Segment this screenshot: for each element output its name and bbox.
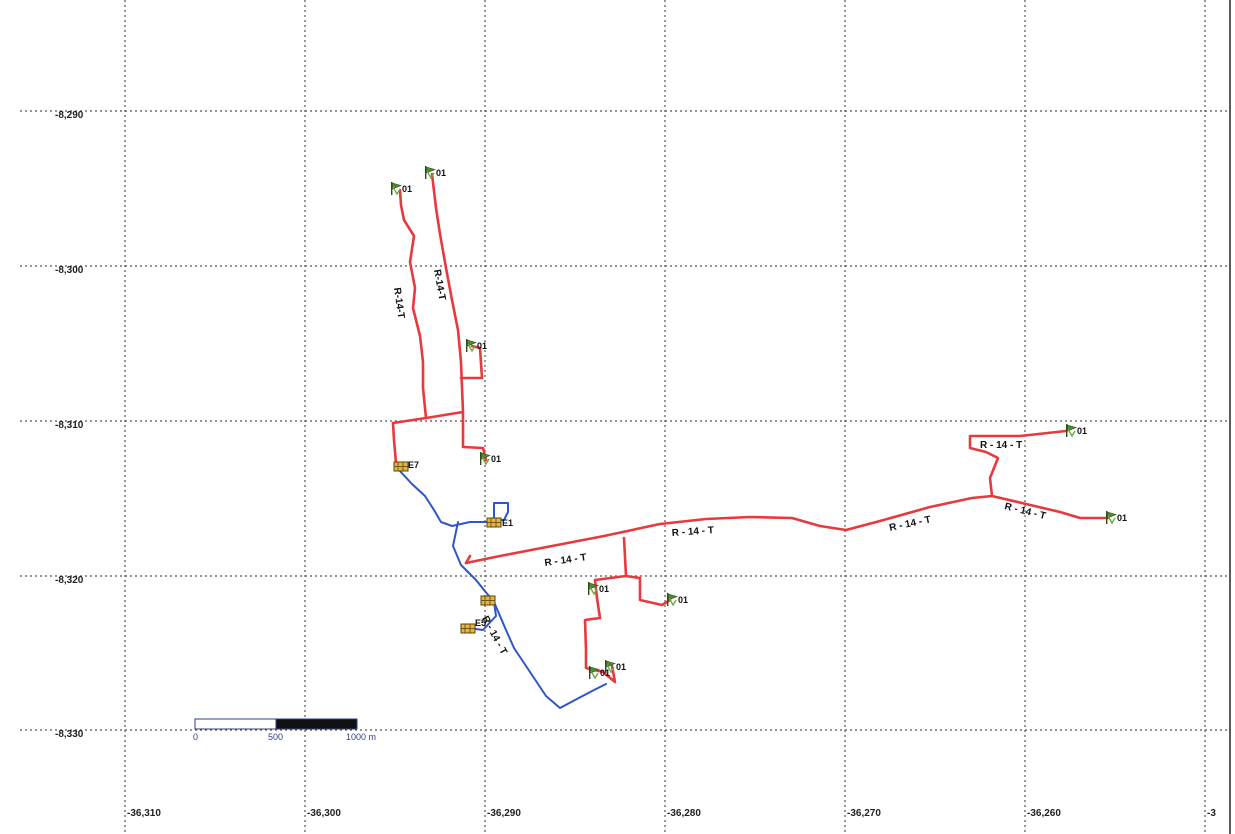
scale-bar: 0 500 1000 m [193,718,376,742]
station-e7[interactable]: E7 [393,460,419,472]
station-e5-label: E5 [475,618,486,628]
flag-site-label: 01 [436,168,446,178]
route-label-east-branch: R - 14 - T [980,440,1022,451]
flag-site-label: 01 [477,341,487,351]
x-label-36260: -36,260 [1027,808,1061,819]
flag-site-label: 01 [616,662,626,672]
flag-site-01-mid[interactable]: 01 [465,338,487,353]
station-icon [393,461,409,472]
route-label-vertical-center: R-14-T [431,269,447,302]
station-icon [460,623,476,634]
flag-site-label: 01 [678,595,688,605]
flag-site-01-east-end[interactable]: 01 [1105,510,1127,525]
flag-site-01-east-top[interactable]: 01 [1065,423,1087,438]
y-label-8300: -8,300 [55,265,84,276]
flag-icon [1105,510,1117,525]
route-label-main-2: R - 14 - T [671,525,714,539]
flag-site-01-nw2[interactable]: 01 [424,165,446,180]
x-label-36280: -36,280 [667,808,701,819]
flag-site-label: 01 [491,454,501,464]
scale-label-0: 0 [193,732,198,742]
flag-icon [1065,423,1077,438]
flag-site-label: 01 [402,184,412,194]
x-label-36300: -36,300 [307,808,341,819]
route-label-vertical-left: R-14-T [391,287,406,319]
flag-site-01-south-d[interactable]: 01 [588,665,610,680]
y-axis-labels: -8,290 -8,300 -8,310 -8,320 -8,330 [55,110,84,740]
station-e5[interactable]: E5 [460,618,486,634]
flag-site-01-center[interactable]: 01 [479,451,501,466]
station-south-junction[interactable] [480,595,496,606]
flag-site-label: 01 [1117,513,1127,523]
station-e1[interactable]: E1 [486,517,513,528]
blue-route[interactable] [397,468,607,709]
flag-site-01-south-a[interactable]: 01 [587,581,609,596]
red-route-network[interactable] [391,172,1110,684]
scale-bar-dark-segment [275,718,358,730]
flag-sites: 01 01 01 01 01 01 01 01 [390,165,1127,680]
flag-icon [588,665,600,680]
scale-label-1000: 1000 m [346,732,376,742]
flag-site-label: 01 [1077,426,1087,436]
y-label-8330: -8,330 [55,729,84,740]
grid-horizontal [20,110,1228,731]
x-label-36270: -36,270 [847,808,881,819]
grid-vertical [124,0,1206,834]
flag-site-label: 01 [600,668,610,678]
station-icon [486,517,502,528]
flag-icon [666,592,678,607]
y-label-8310: -8,310 [55,420,84,431]
route-label-main-1: R - 14 - T [544,552,587,569]
y-label-8320: -8,320 [55,575,84,586]
x-label-36310: -36,310 [127,808,161,819]
x-label-edge: -3 [1207,808,1216,819]
station-e7-label: E7 [408,460,419,470]
scale-label-500: 500 [268,732,283,742]
station-e1-label: E1 [502,518,513,528]
station-icon [480,595,496,606]
x-label-36290: -36,290 [487,808,521,819]
stations: E7 E1 E5 [393,460,513,634]
y-label-8290: -8,290 [55,110,84,121]
flag-site-01-south-b[interactable]: 01 [666,592,688,607]
flag-site-01-south-c[interactable]: 01 [604,659,626,674]
x-axis-labels: -36,310 -36,300 -36,290 -36,280 -36,270 … [127,808,1216,819]
scale-bar-light-segment [194,718,277,730]
flag-site-01-nw1[interactable]: 01 [390,181,412,196]
flag-site-label: 01 [599,584,609,594]
